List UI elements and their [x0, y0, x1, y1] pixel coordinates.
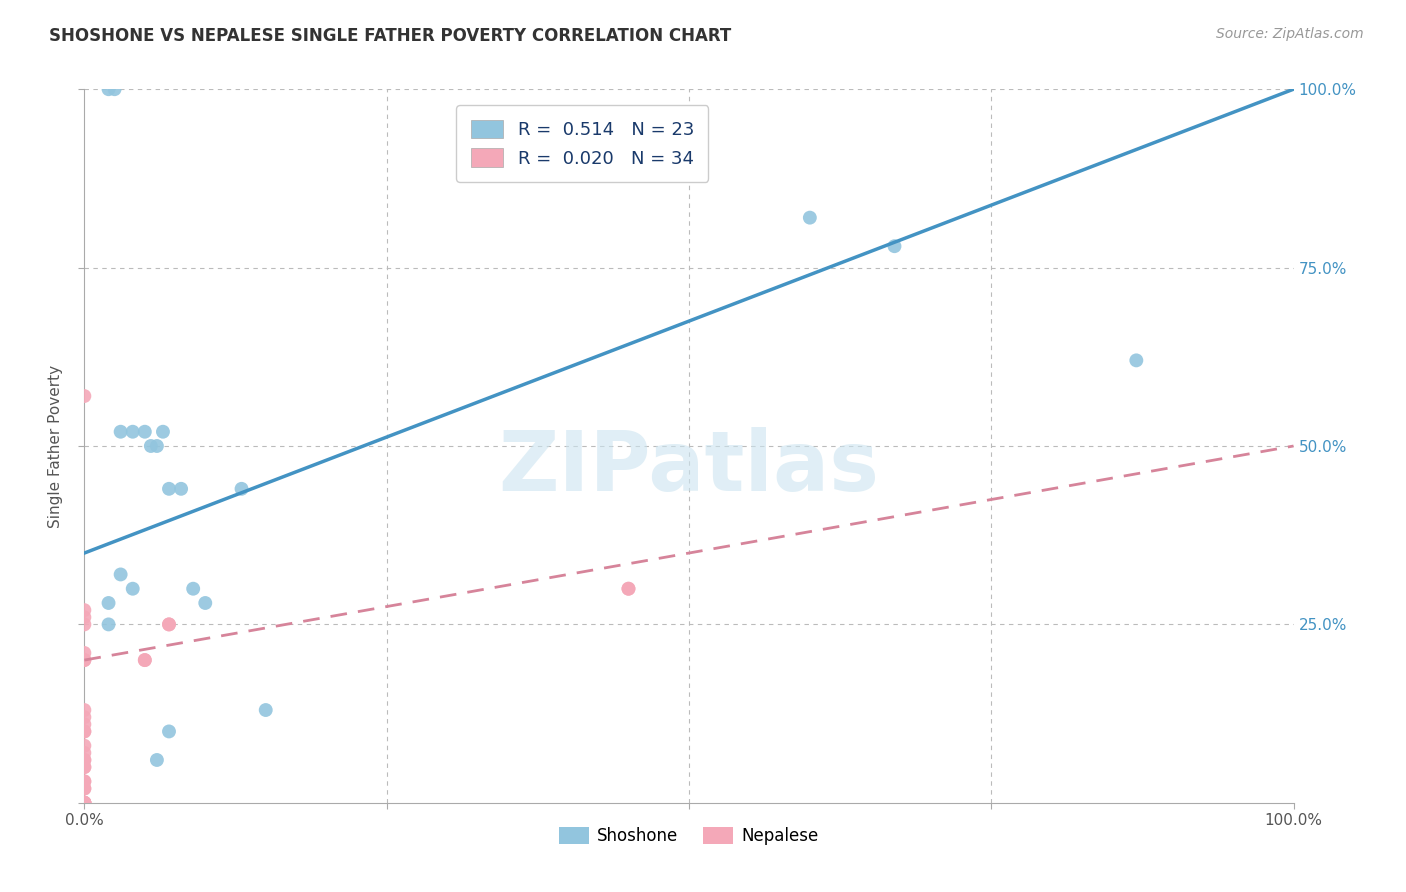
Point [73, 717, 96, 731]
Point [73, 724, 96, 739]
Point [73, 646, 96, 660]
Text: ZIPatlas: ZIPatlas [499, 427, 879, 508]
Point [254, 703, 277, 717]
Point [73, 617, 96, 632]
Point [170, 482, 193, 496]
Point [134, 653, 156, 667]
Point [194, 596, 217, 610]
Point [157, 482, 180, 496]
Point [157, 617, 180, 632]
Point [73, 603, 96, 617]
Point [152, 425, 174, 439]
Point [73, 746, 96, 760]
Point [97, 596, 120, 610]
Point [157, 724, 180, 739]
Point [73, 703, 96, 717]
Point [139, 439, 162, 453]
Point [73, 796, 96, 810]
Point [73, 760, 96, 774]
Point [617, 582, 640, 596]
Point [73, 610, 96, 624]
Point [104, 82, 127, 96]
Point [73, 653, 96, 667]
Y-axis label: Single Father Poverty: Single Father Poverty [48, 365, 63, 527]
Point [73, 753, 96, 767]
Point [110, 425, 132, 439]
Point [73, 389, 96, 403]
Point [73, 774, 96, 789]
Point [146, 753, 169, 767]
Point [134, 425, 156, 439]
Point [73, 760, 96, 774]
Point [799, 211, 821, 225]
Point [73, 796, 96, 810]
Point [97, 617, 120, 632]
Point [1125, 353, 1147, 368]
Point [73, 796, 96, 810]
Point [883, 239, 905, 253]
Point [73, 710, 96, 724]
Point [157, 617, 180, 632]
Point [231, 482, 253, 496]
Point [146, 439, 169, 453]
Point [73, 796, 96, 810]
Point [617, 582, 640, 596]
Point [181, 582, 204, 596]
Point [73, 781, 96, 796]
Point [121, 425, 143, 439]
Text: SHOSHONE VS NEPALESE SINGLE FATHER POVERTY CORRELATION CHART: SHOSHONE VS NEPALESE SINGLE FATHER POVER… [49, 27, 731, 45]
Point [73, 653, 96, 667]
Point [73, 724, 96, 739]
Point [134, 653, 156, 667]
Point [73, 774, 96, 789]
Point [97, 82, 120, 96]
Point [73, 739, 96, 753]
Point [73, 781, 96, 796]
Legend: Shoshone, Nepalese: Shoshone, Nepalese [553, 820, 825, 852]
Point [73, 796, 96, 810]
Point [121, 582, 143, 596]
Point [73, 753, 96, 767]
Point [110, 567, 132, 582]
Text: Source: ZipAtlas.com: Source: ZipAtlas.com [1216, 27, 1364, 41]
Point [73, 796, 96, 810]
